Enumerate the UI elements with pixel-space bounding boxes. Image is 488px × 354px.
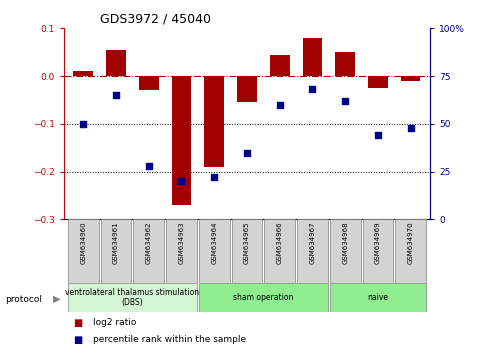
Text: GSM634960: GSM634960: [80, 221, 86, 264]
Point: [112, 92, 120, 98]
Bar: [171, 76, 191, 205]
Bar: [400, 76, 420, 81]
Bar: [329, 283, 425, 312]
Text: log2 ratio: log2 ratio: [93, 318, 136, 327]
Point: [177, 178, 185, 184]
Bar: [394, 219, 425, 283]
Bar: [335, 52, 354, 76]
Bar: [68, 219, 99, 283]
Bar: [199, 219, 229, 283]
Text: GDS3972 / 45040: GDS3972 / 45040: [100, 13, 211, 26]
Bar: [106, 50, 125, 76]
Text: protocol: protocol: [5, 295, 42, 304]
Bar: [231, 219, 262, 283]
Text: GSM634968: GSM634968: [342, 221, 347, 264]
Point: [144, 163, 152, 169]
Text: GSM634964: GSM634964: [211, 221, 217, 264]
Text: GSM634967: GSM634967: [309, 221, 315, 264]
Text: GSM634961: GSM634961: [113, 221, 119, 264]
Text: GSM634970: GSM634970: [407, 221, 413, 264]
Bar: [269, 55, 289, 76]
Text: sham operation: sham operation: [233, 293, 293, 302]
Bar: [367, 76, 387, 88]
Text: naive: naive: [366, 293, 387, 302]
Bar: [264, 219, 294, 283]
Bar: [68, 283, 197, 312]
Point: [308, 87, 316, 92]
Bar: [362, 219, 392, 283]
Bar: [296, 219, 327, 283]
Text: ventrolateral thalamus stimulation
(DBS): ventrolateral thalamus stimulation (DBS): [65, 288, 199, 307]
Point: [79, 121, 87, 127]
Point: [406, 125, 414, 131]
Bar: [166, 219, 197, 283]
Bar: [204, 76, 224, 167]
Bar: [133, 219, 164, 283]
Bar: [101, 219, 131, 283]
Bar: [199, 283, 327, 312]
Text: ■: ■: [73, 335, 82, 345]
Text: GSM634963: GSM634963: [178, 221, 184, 264]
Text: GSM634966: GSM634966: [276, 221, 282, 264]
Bar: [237, 76, 256, 102]
Point: [373, 132, 381, 138]
Point: [243, 150, 250, 155]
Point: [210, 175, 218, 180]
Point: [275, 102, 283, 108]
Text: percentile rank within the sample: percentile rank within the sample: [93, 335, 245, 344]
Text: ■: ■: [73, 318, 82, 328]
Text: GSM634969: GSM634969: [374, 221, 380, 264]
Bar: [139, 76, 158, 91]
Point: [341, 98, 348, 104]
Bar: [73, 72, 93, 76]
Text: GSM634965: GSM634965: [244, 221, 249, 264]
Text: GSM634962: GSM634962: [145, 221, 151, 264]
Bar: [302, 38, 322, 76]
Text: ▶: ▶: [52, 294, 60, 304]
Bar: [329, 219, 360, 283]
